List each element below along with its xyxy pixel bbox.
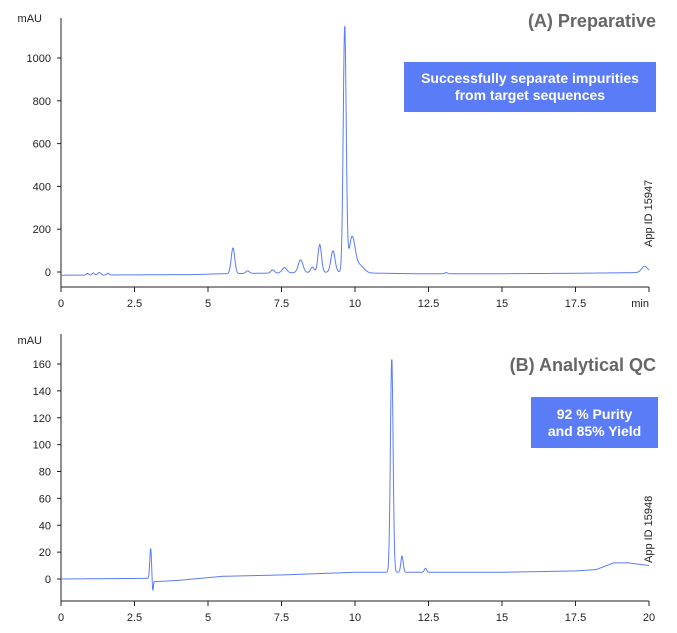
panel-a-y-tick-label: 1000 [27, 53, 51, 65]
panel-b-x-tick-label: 20 [643, 612, 655, 624]
panel-b-y-tick-label: 60 [39, 493, 51, 505]
panel-b-trace [61, 359, 650, 591]
panel-a-trace [61, 25, 650, 276]
panel-b-y-tick-label: 120 [33, 413, 51, 425]
panel-b-y-tick-label: 100 [33, 440, 51, 452]
panel-a-app-id: App ID 15947 [643, 180, 655, 247]
panel-a-callout-line-1: Successfully separate impurities [421, 70, 639, 86]
panel-b-y-tick-label: 80 [39, 467, 51, 479]
panel-a-x-tick-label: 17.5 [565, 298, 586, 310]
panel-b-callout-line-2: and 85% Yield [547, 422, 642, 439]
panel-b-y-tick-label: 20 [39, 547, 51, 559]
panel-a-y-tick-label: 0 [45, 267, 51, 279]
panel-b-app-id: App ID 15948 [643, 496, 655, 563]
panel-a-axes: 0 200 400 600 800 1000 0 2.5 5 7.5 10 12.5 15 17.5 [27, 18, 650, 310]
panel-a-x-unit: min [631, 298, 649, 310]
panel-a-x-tick-label: 5 [205, 298, 211, 310]
panel-a-y-tick-label: 200 [33, 224, 51, 236]
panel-a-callout-line-2: from target sequences [454, 87, 606, 103]
panel-a-x-tick-label: 12.5 [418, 298, 439, 310]
panel-a-callout: Successfully separate impurities from ta… [404, 62, 656, 112]
panel-a-title: (A) Preparative [528, 11, 656, 31]
panel-b-x-tick-label: 7.5 [274, 612, 289, 624]
panel-a-y-tick-label: 400 [33, 181, 51, 193]
panel-b-x-tick-label: 12.5 [418, 612, 439, 624]
panel-a-y-tick-label: 600 [33, 139, 51, 151]
panel-b-x-tick-label: 15 [496, 612, 508, 624]
panel-b-y-tick-label: 40 [39, 520, 51, 532]
panel-a-preparative: mAU (A) Preparative App ID 15947 min 0 20… [18, 11, 656, 310]
panel-b-x-tick-label: 5 [205, 612, 211, 624]
panel-a-y-unit: mAU [18, 13, 43, 25]
panel-b-x-tick-label: 0 [58, 612, 64, 624]
panel-a-x-tick-label: 2.5 [127, 298, 142, 310]
panel-b-callout-line-1: 92 % Purity [556, 405, 633, 422]
panel-b-y-tick-label: 0 [45, 574, 51, 586]
panel-b-y-tick-label: 140 [33, 386, 51, 398]
panel-b-analytical-qc: mAU (B) Analytical QC App ID 15948 0 20 40… [18, 334, 656, 624]
panel-a-x-tick-label: 7.5 [274, 298, 289, 310]
panel-a-y-tick-label: 800 [33, 96, 51, 108]
panel-b-axes: 0 20 40 60 80 100 120 140 160 0 2.5 5 7.5 10 12.5 15 17.… [33, 334, 655, 624]
panel-a-x-tick-label: 0 [58, 298, 64, 310]
panel-b-x-tick-label: 2.5 [127, 612, 142, 624]
panel-b-title: (B) Analytical QC [510, 355, 656, 375]
panel-b-x-tick-label: 10 [349, 612, 361, 624]
panel-b-y-unit: mAU [18, 335, 43, 347]
panel-a-x-tick-label: 15 [496, 298, 508, 310]
panel-b-callout: 92 % Purity and 85% Yield [531, 397, 658, 448]
panel-b-y-tick-label: 160 [33, 359, 51, 371]
panel-b-x-tick-label: 17.5 [565, 612, 586, 624]
panel-a-x-tick-label: 10 [349, 298, 361, 310]
